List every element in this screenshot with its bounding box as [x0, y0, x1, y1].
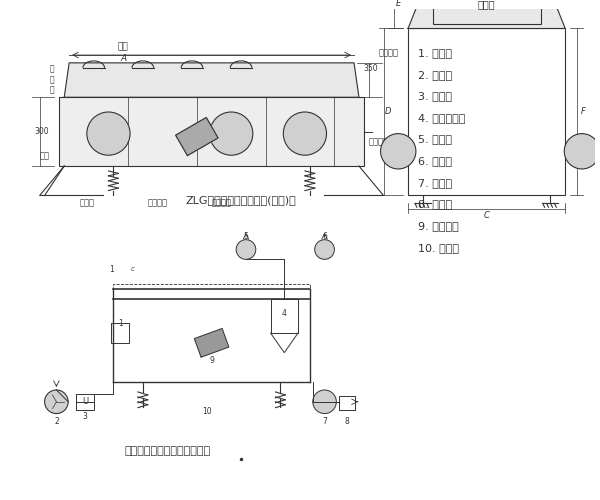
- Text: 4: 4: [282, 309, 287, 318]
- Text: 干燥产品出口: 干燥产品出口: [369, 137, 399, 146]
- Text: 1: 1: [118, 318, 122, 328]
- Text: 入
料
口: 入 料 口: [49, 64, 54, 94]
- Bar: [76, 394, 94, 409]
- Text: C: C: [484, 210, 490, 220]
- Text: D: D: [385, 108, 392, 116]
- Text: 流化床: 流化床: [478, 0, 496, 9]
- Text: 9: 9: [209, 356, 214, 365]
- Text: 振动流化床干燥机配套系统图: 振动流化床干燥机配套系统图: [124, 446, 211, 456]
- Text: 3. 换热器: 3. 换热器: [418, 92, 452, 102]
- Text: 9. 振动电机: 9. 振动电机: [418, 221, 458, 231]
- Text: 5: 5: [244, 232, 248, 241]
- Bar: [408, 28, 565, 196]
- Text: 10. 隔振簧: 10. 隔振簧: [418, 242, 459, 252]
- Text: 7. 给风机: 7. 给风机: [418, 178, 452, 188]
- Text: 350: 350: [364, 64, 378, 74]
- Text: 空气入口: 空气入口: [148, 199, 167, 208]
- Text: 4. 旋风分离器: 4. 旋风分离器: [418, 113, 465, 123]
- Circle shape: [380, 134, 416, 169]
- Text: E: E: [395, 0, 401, 8]
- Text: ZLG系列振动流化床干燥(冷却)机: ZLG系列振动流化床干燥(冷却)机: [185, 196, 296, 205]
- Circle shape: [313, 390, 337, 413]
- Text: 6. 排风器: 6. 排风器: [418, 156, 452, 166]
- Circle shape: [209, 112, 253, 155]
- Text: F: F: [580, 108, 586, 116]
- Text: A: A: [120, 54, 126, 64]
- Text: 6: 6: [322, 232, 327, 241]
- Text: 1. 过滤器: 1. 过滤器: [418, 48, 452, 58]
- Text: 10: 10: [202, 407, 211, 416]
- Circle shape: [87, 112, 130, 155]
- Polygon shape: [194, 328, 229, 357]
- Bar: [112, 323, 129, 343]
- Polygon shape: [176, 118, 218, 156]
- Bar: [271, 298, 298, 333]
- Text: c: c: [131, 266, 135, 272]
- Text: 8: 8: [345, 417, 350, 426]
- Text: 上盖: 上盖: [118, 42, 128, 51]
- Text: 5. 排风机: 5. 排风机: [418, 134, 452, 144]
- Circle shape: [564, 134, 599, 169]
- Text: 7: 7: [322, 417, 327, 426]
- Circle shape: [283, 112, 326, 155]
- Text: 300: 300: [34, 127, 49, 136]
- Bar: [433, 0, 541, 24]
- Bar: [113, 284, 310, 382]
- Text: 8. 过滤器: 8. 过滤器: [418, 200, 452, 209]
- Text: 隔振簧: 隔振簧: [79, 199, 94, 208]
- Polygon shape: [408, 0, 565, 28]
- Polygon shape: [64, 63, 359, 98]
- Text: 1: 1: [109, 264, 114, 274]
- Text: 2: 2: [54, 417, 59, 426]
- Circle shape: [44, 390, 68, 413]
- Text: 2. 送风机: 2. 送风机: [418, 70, 452, 80]
- Text: U: U: [82, 398, 88, 406]
- Circle shape: [236, 240, 256, 260]
- Bar: [339, 396, 355, 409]
- Text: 振动电机: 振动电机: [211, 199, 232, 208]
- Text: 空气出口: 空气出口: [379, 48, 398, 58]
- Text: 槽体: 槽体: [40, 152, 50, 160]
- Bar: [59, 98, 364, 166]
- Circle shape: [315, 240, 334, 260]
- Text: 3: 3: [82, 412, 88, 421]
